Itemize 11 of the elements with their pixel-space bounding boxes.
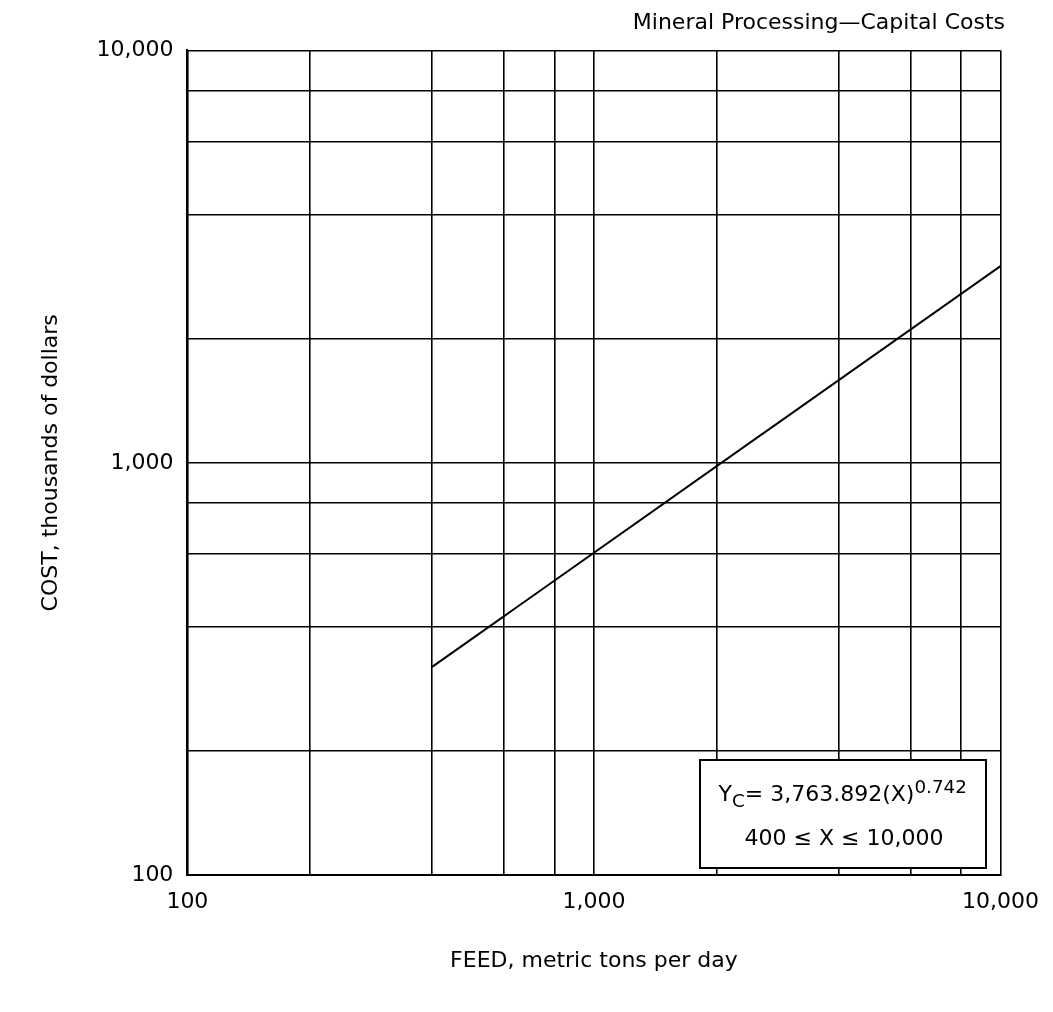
y-tick-label: 100: [131, 860, 174, 886]
x-axis-title: FEED, metric tons per day: [450, 946, 738, 972]
y-tick-label: 1,000: [110, 448, 174, 474]
x-tick-label: 100: [166, 888, 209, 914]
annotation: 400 ≤ X ≤ 10,000: [743, 823, 945, 852]
annotation: Y$_{C}$= 3,763.892(X)$^{0.742}$: [718, 775, 967, 813]
y-axis-title: COST, thousands of dollars: [36, 314, 62, 612]
x-tick-label: 1,000: [562, 888, 626, 914]
y-tick-label: 10,000: [96, 36, 174, 62]
x-tick-label: 10,000: [962, 888, 1039, 914]
chart-title: Mineral Processing—Capital Costs: [632, 8, 1005, 34]
